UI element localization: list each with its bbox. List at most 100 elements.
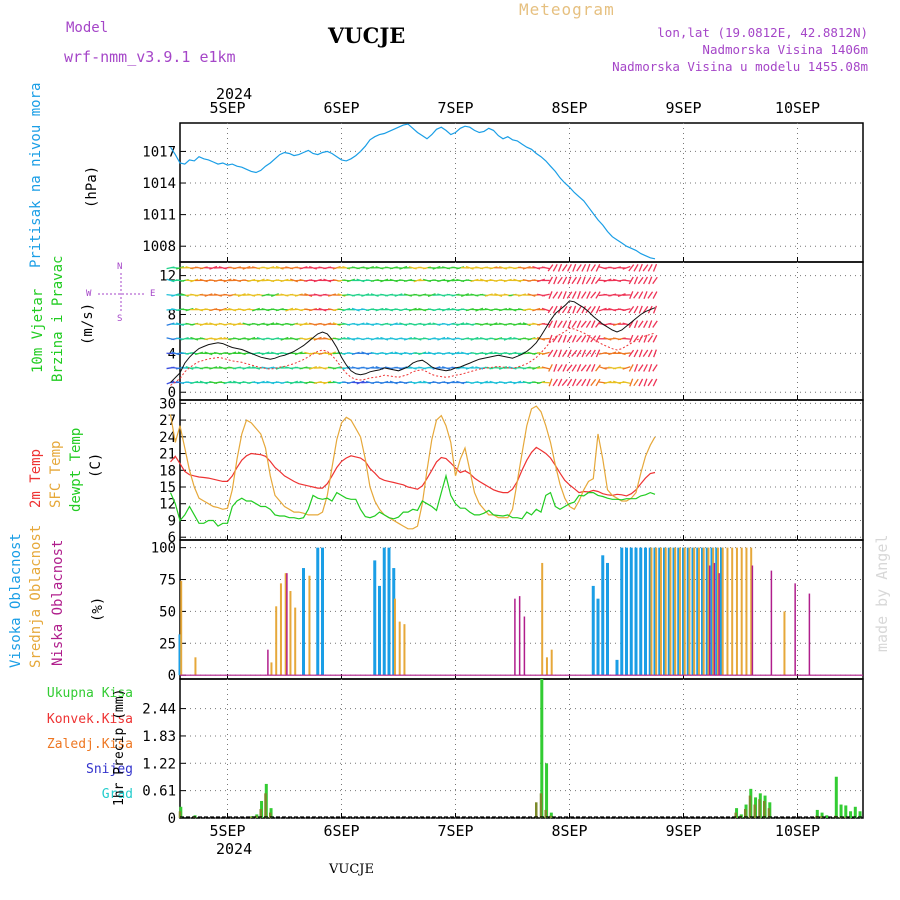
pressure-line bbox=[169, 123, 656, 260]
high-cloud-bar bbox=[648, 547, 652, 676]
wind-arrow bbox=[442, 307, 450, 312]
mid-cloud-bar bbox=[398, 621, 401, 676]
wind-arrow bbox=[638, 263, 643, 272]
wind-arrow bbox=[575, 335, 583, 343]
y-tick-label: 1.83 bbox=[142, 729, 176, 745]
wind-arrow bbox=[622, 279, 631, 282]
wind-arrow bbox=[585, 320, 592, 328]
wind-arrow bbox=[290, 278, 298, 283]
y-tick-label: 1014 bbox=[142, 176, 176, 192]
bottom-date-label: 10SEP bbox=[775, 822, 820, 840]
y-tick-label: 1008 bbox=[142, 239, 176, 255]
mid-cloud-bar bbox=[279, 583, 282, 676]
mid-cloud-bar bbox=[750, 547, 753, 676]
watermark: made by Angel bbox=[873, 534, 891, 652]
low-cloud-bar bbox=[523, 616, 526, 676]
mid-cloud-bar bbox=[275, 606, 278, 676]
wind-arrow bbox=[285, 307, 294, 312]
mid-cloud-bar bbox=[678, 547, 681, 676]
wind-arrow bbox=[622, 352, 631, 355]
wind-arrow bbox=[209, 265, 218, 270]
wind-arrow bbox=[585, 276, 592, 285]
wind-arrow bbox=[470, 336, 479, 341]
wind-arrow bbox=[567, 263, 572, 272]
wind-arrow bbox=[629, 334, 634, 343]
precip-ylabel: 1hr Precip (mm) bbox=[112, 688, 127, 806]
high-cloud-bar bbox=[625, 547, 628, 676]
mid-cloud-bar bbox=[731, 547, 734, 676]
wind-arrow bbox=[652, 320, 658, 328]
wind-arrow bbox=[552, 291, 559, 299]
temp-ylabel-3: dewpt Temp bbox=[68, 427, 84, 512]
pressure-ylabel-2: (hPa) bbox=[84, 165, 100, 208]
high-cloud-bar bbox=[682, 547, 685, 676]
high-cloud-bar bbox=[634, 547, 638, 676]
wind-arrow bbox=[643, 291, 648, 299]
high-cloud-bar bbox=[715, 547, 719, 676]
wind-arrow bbox=[595, 335, 601, 343]
wind-arrow bbox=[223, 380, 232, 385]
wind-arrow bbox=[591, 364, 596, 372]
y-tick-label: 12 bbox=[159, 497, 176, 513]
wind-arrow bbox=[517, 293, 527, 297]
wind-arrow bbox=[561, 305, 568, 314]
y-tick-label: 1.22 bbox=[142, 756, 176, 772]
y-tick-label: 100 bbox=[151, 541, 176, 557]
high-cloud-bar bbox=[392, 568, 396, 676]
wind-arrow bbox=[571, 364, 577, 372]
wind-arrow bbox=[541, 351, 550, 356]
mid-cloud-bar bbox=[740, 547, 743, 676]
y-tick-label: 1017 bbox=[142, 144, 176, 160]
wind-arrow bbox=[638, 334, 644, 343]
wind-arrow bbox=[475, 307, 484, 312]
compass-e: E bbox=[150, 289, 156, 299]
meteogram-label: Meteogram bbox=[519, 0, 615, 19]
wind-arrow bbox=[586, 263, 591, 272]
wind-arrow bbox=[643, 378, 648, 387]
wind-arrow bbox=[548, 364, 553, 372]
convective-precip-bar bbox=[264, 793, 267, 818]
wind-arrow bbox=[622, 322, 631, 326]
wind-arrow bbox=[446, 380, 455, 385]
wind-arrow bbox=[652, 291, 658, 299]
wind-arrow bbox=[422, 322, 432, 327]
top-date-label: 6SEP bbox=[323, 99, 359, 117]
wind-arrow bbox=[456, 322, 465, 327]
wind-arrow bbox=[642, 276, 649, 285]
wind-arrow bbox=[562, 349, 568, 358]
wind-arrow bbox=[622, 381, 631, 384]
wind-arrow bbox=[647, 291, 654, 299]
wind-arrow bbox=[437, 336, 446, 341]
wind-arrow bbox=[595, 349, 601, 358]
wind-gust-line bbox=[170, 327, 656, 386]
total-precip-bar bbox=[844, 805, 848, 818]
low-cloud-bar bbox=[267, 649, 269, 676]
wind-arrow bbox=[652, 334, 658, 343]
wind-arrow bbox=[581, 291, 587, 299]
wind-arrow bbox=[557, 378, 563, 387]
model-name: wrf-nmm_v3.9.1 e1km bbox=[64, 48, 236, 66]
temp-ylabel-1: 2m Temp bbox=[28, 448, 44, 508]
wind-arrow bbox=[209, 366, 218, 370]
wind-arrow bbox=[252, 307, 260, 312]
wind-arrow bbox=[567, 305, 572, 314]
wind-arrow bbox=[571, 276, 578, 285]
wind-arrow bbox=[223, 278, 232, 283]
wind-arrow bbox=[628, 276, 634, 285]
wind-arrow bbox=[370, 337, 379, 341]
wind-arrow bbox=[522, 322, 531, 327]
wind-arrow bbox=[590, 264, 596, 272]
wind-arrow bbox=[552, 349, 558, 358]
wind-arrow bbox=[576, 349, 582, 358]
bottom-date-label: 8SEP bbox=[551, 822, 587, 840]
high-cloud-bar bbox=[615, 659, 619, 676]
total-precip-bar bbox=[549, 812, 553, 818]
wind-arrow bbox=[622, 366, 631, 370]
wind-arrow bbox=[190, 278, 199, 283]
wind-arrow bbox=[557, 263, 563, 272]
wind-arrow bbox=[499, 366, 507, 370]
high-cloud-bar bbox=[705, 547, 709, 676]
wind-arrow bbox=[633, 320, 639, 329]
wind-arrow bbox=[647, 378, 653, 387]
wind-arrow bbox=[494, 293, 503, 297]
